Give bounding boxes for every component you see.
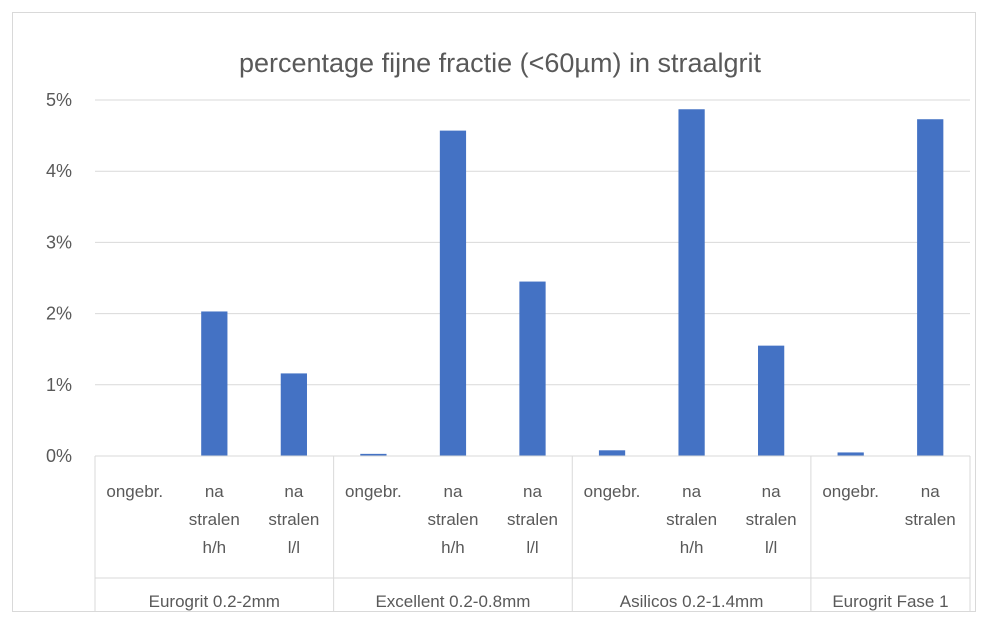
bar bbox=[360, 453, 387, 456]
x-tick-label: l/l bbox=[288, 538, 300, 557]
y-tick-label: 4% bbox=[46, 161, 72, 181]
x-tick-label: stralen bbox=[507, 510, 558, 529]
x-tick-label: ongebr. bbox=[584, 482, 641, 501]
x-tick-label: na bbox=[205, 482, 224, 501]
x-tick-label: na bbox=[682, 482, 701, 501]
bar bbox=[758, 345, 785, 456]
x-tick-label: stralen bbox=[905, 510, 956, 529]
y-tick-label: 5% bbox=[46, 90, 72, 110]
y-tick-label: 3% bbox=[46, 232, 72, 252]
group-label: Asilicos 0.2-1.4mm bbox=[620, 592, 764, 611]
group-label: Excellent 0.2-0.8mm bbox=[375, 592, 530, 611]
bar bbox=[439, 130, 467, 456]
chart-frame bbox=[12, 12, 976, 612]
x-tick-label: ongebr. bbox=[822, 482, 879, 501]
x-tick-label: h/h bbox=[680, 538, 704, 557]
bar bbox=[519, 281, 546, 456]
bar bbox=[280, 373, 307, 456]
group-label: Eurogrit Fase 1 bbox=[832, 592, 948, 611]
y-axis-ticks: 0% 1% 2% 3% 4% 5% bbox=[46, 90, 72, 466]
x-tick-label: ongebr. bbox=[345, 482, 402, 501]
x-tick-label: stralen bbox=[189, 510, 240, 529]
group-label: Eurogrit 0.2-2mm bbox=[149, 592, 280, 611]
bar bbox=[598, 450, 626, 456]
bar bbox=[678, 109, 705, 457]
x-tick-label: stralen bbox=[268, 510, 319, 529]
bar bbox=[917, 119, 944, 456]
x-tick-label: na bbox=[921, 482, 940, 501]
bar bbox=[837, 452, 864, 456]
y-tick-label: 1% bbox=[46, 375, 72, 395]
x-tick-label: na bbox=[284, 482, 303, 501]
x-tick-label: l/l bbox=[526, 538, 538, 557]
x-tick-label: h/h bbox=[441, 538, 465, 557]
y-tick-label: 2% bbox=[46, 304, 72, 324]
bars bbox=[201, 109, 944, 457]
x-tick-label: na bbox=[443, 482, 462, 501]
x-tick-label: ongebr. bbox=[106, 482, 163, 501]
x-tick-label: l/l bbox=[765, 538, 777, 557]
chart-title: percentage fijne fractie (<60µm) in stra… bbox=[239, 48, 762, 78]
x-axis: ongebr. na stralen h/h na stralen l/l ongebr. na… bbox=[94, 455, 971, 612]
x-tick-label: stralen bbox=[666, 510, 717, 529]
x-tick-label: na bbox=[523, 482, 542, 501]
y-tick-label: 0% bbox=[46, 446, 72, 466]
bar bbox=[201, 311, 228, 456]
x-tick-label: stralen bbox=[427, 510, 478, 529]
x-tick-label: stralen bbox=[746, 510, 797, 529]
x-tick-label: na bbox=[762, 482, 781, 501]
x-tick-label: h/h bbox=[202, 538, 226, 557]
